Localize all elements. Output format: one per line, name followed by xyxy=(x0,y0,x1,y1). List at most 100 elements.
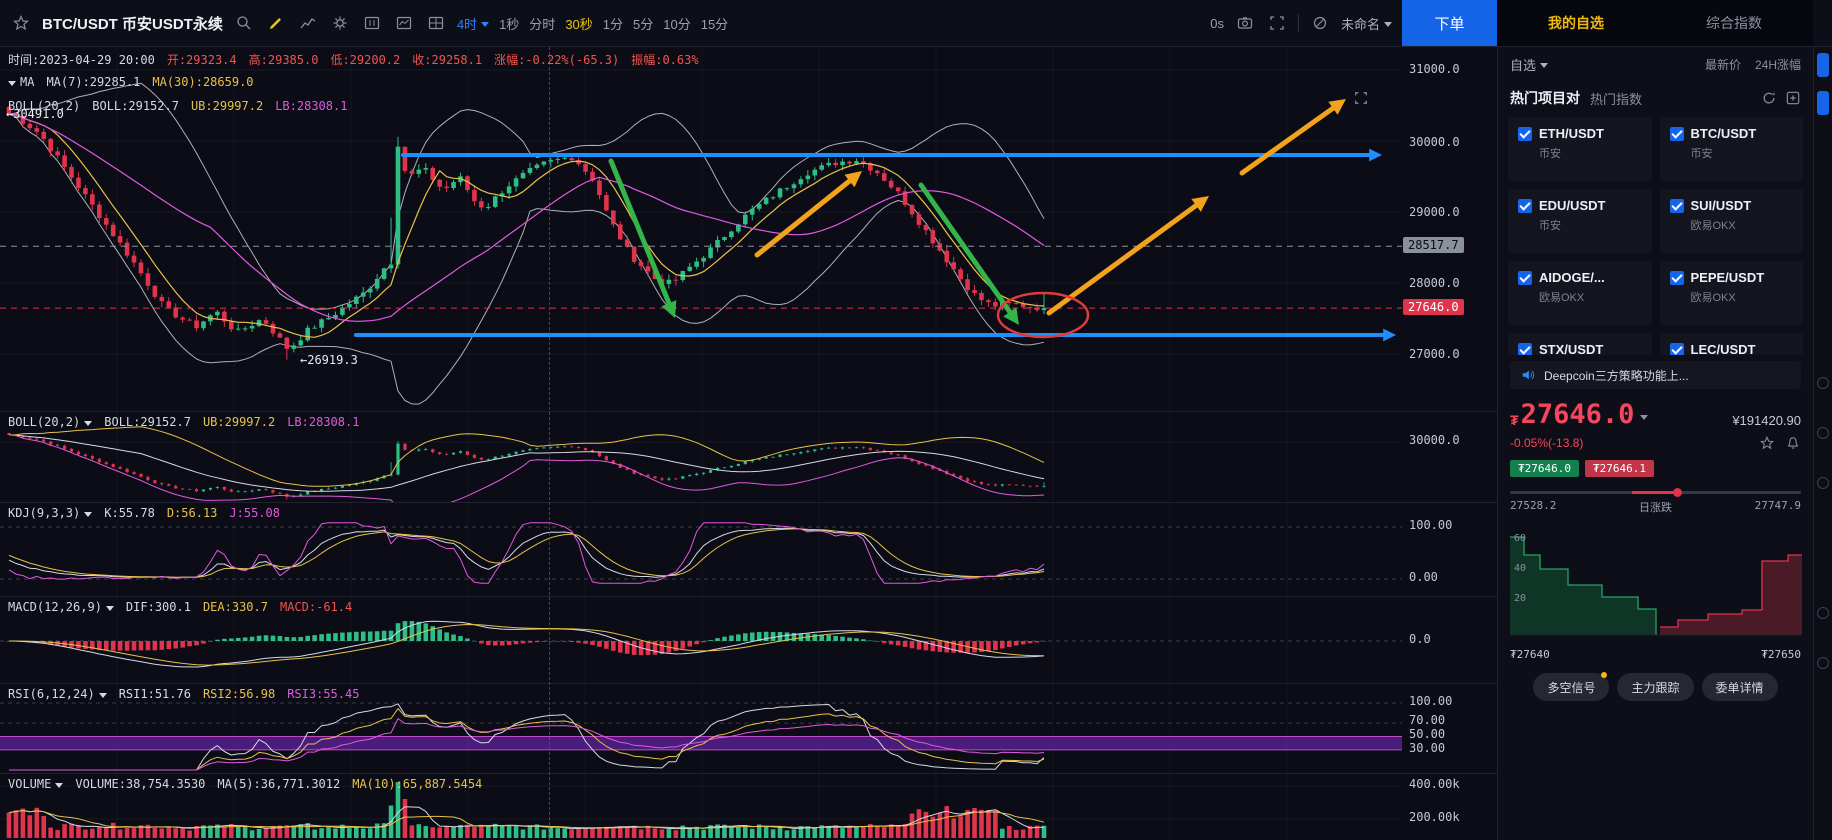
boll-selector[interactable]: BOLL(20,2) xyxy=(8,99,80,113)
pair-card-sui-usdt[interactable]: SUI/USDT 欧易OKX xyxy=(1659,189,1803,253)
chevron-down-icon xyxy=(84,420,93,430)
order-details-button[interactable]: 委单详情 xyxy=(1701,673,1778,701)
template-circle-icon[interactable] xyxy=(1309,12,1331,34)
volume-panel[interactable]: VOLUME VOLUME:38,754.3530 MA(5):36,771.3… xyxy=(0,773,1402,840)
pair-checkbox[interactable] xyxy=(1669,342,1684,355)
timeframe-time-share[interactable]: 分时 xyxy=(529,16,556,32)
boll-panel-selector[interactable]: BOLL(20,2) xyxy=(8,415,93,430)
toolbar-icon[interactable] xyxy=(1817,607,1829,619)
pair-checkbox[interactable] xyxy=(1518,342,1532,355)
pair-card-btc-usdt[interactable]: BTC/USDT 币安 xyxy=(1659,117,1803,181)
timeframe-1s[interactable]: 1秒 xyxy=(499,16,520,32)
alert-bell-icon[interactable] xyxy=(1785,435,1801,451)
favorite-star-icon[interactable] xyxy=(1759,435,1775,451)
pair-name: PEPE/USDT xyxy=(1690,270,1765,285)
pair-card-edu-usdt[interactable]: EDU/USDT 币安 xyxy=(1508,189,1652,253)
timeframe-4h[interactable]: 4时 xyxy=(457,14,490,33)
refresh-icon[interactable] xyxy=(1761,90,1777,106)
add-pair-icon[interactable] xyxy=(1785,90,1801,106)
pair-checkbox[interactable] xyxy=(1518,198,1532,213)
macd-panel-header: MACD(12,26,9) DIF:300.1 DEA:330.7 MACD:-… xyxy=(8,600,352,614)
hot-index-tab[interactable]: 热门指数 xyxy=(1590,91,1643,107)
pair-checkbox[interactable] xyxy=(1669,126,1684,141)
panel-expand-icon[interactable] xyxy=(1354,91,1376,113)
timeframe-1m[interactable]: 1分 xyxy=(602,16,624,32)
kdj-selector[interactable]: KDJ(9,3,3) xyxy=(8,506,93,520)
rsi-panel[interactable]: RSI(6,12,24) RSI1:51.76 RSI2:56.98 RSI3:… xyxy=(0,683,1402,773)
pair-checkbox[interactable] xyxy=(1518,270,1532,285)
tab-composite-index[interactable]: 综合指数 xyxy=(1706,15,1762,31)
volume-selector[interactable]: VOLUME xyxy=(8,777,64,791)
toolbar-blue-shortcut[interactable] xyxy=(1817,91,1829,115)
tab-my-watchlist[interactable]: 我的自选 xyxy=(1548,15,1604,31)
draw-tools-icon[interactable] xyxy=(265,12,287,34)
boll-chart-canvas[interactable] xyxy=(0,412,1402,502)
volume-ma10: MA(10):65,887.5454 xyxy=(352,777,483,791)
toolbar-icon[interactable] xyxy=(1817,477,1829,489)
ma-selector[interactable]: MA xyxy=(8,75,34,89)
rsi-chart-canvas[interactable] xyxy=(0,684,1402,773)
sidebar-tabs: 我的自选 综合指数 xyxy=(1497,0,1813,46)
axis-label: 29000.0 xyxy=(1409,205,1460,219)
timeframe-30s[interactable]: 30秒 xyxy=(565,16,593,32)
place-order-button[interactable]: 下单 xyxy=(1402,0,1497,46)
macd-panel[interactable]: MACD(12,26,9) DIF:300.1 DEA:330.7 MACD:-… xyxy=(0,596,1402,683)
volume-chart-canvas[interactable] xyxy=(0,774,1402,840)
boll-sub-panel[interactable]: BOLL(20,2) BOLL:29152.7 UB:29997.2 LB:28… xyxy=(0,411,1402,502)
pair-card-lec-usdt[interactable]: LEC/USDT xyxy=(1659,333,1803,355)
toolbar-icon[interactable] xyxy=(1817,657,1829,669)
rsi-selector[interactable]: RSI(6,12,24) xyxy=(8,687,107,701)
layout-grid-icon[interactable] xyxy=(425,12,447,34)
pair-card-eth-usdt[interactable]: ETH/USDT 币安 xyxy=(1508,117,1652,181)
price-axis[interactable]: 31000.0 30000.0 29000.0 28000.0 27000.0 … xyxy=(1402,47,1497,840)
favorite-star-icon[interactable] xyxy=(10,12,32,34)
pair-checkbox[interactable] xyxy=(1669,198,1684,213)
compare-chart-icon[interactable] xyxy=(393,12,415,34)
toolbar-blue-shortcut[interactable] xyxy=(1817,53,1829,77)
toolbar-icon[interactable] xyxy=(1817,427,1829,439)
macd-dif: DIF:300.1 xyxy=(125,600,191,614)
chart-style-icon[interactable] xyxy=(361,12,383,34)
timeframe-5m[interactable]: 5分 xyxy=(633,16,654,32)
macd-selector[interactable]: MACD(12,26,9) xyxy=(8,600,114,614)
pair-checkbox[interactable] xyxy=(1518,126,1532,141)
settings-gear-icon[interactable] xyxy=(329,12,351,34)
main-chart-canvas[interactable] xyxy=(0,47,1402,411)
axis-label: 100.00 xyxy=(1409,694,1453,708)
hot-pairs-header: 热门项目对 热门指数 xyxy=(1498,81,1813,115)
range-marker[interactable] xyxy=(1672,488,1682,497)
kdj-panel[interactable]: KDJ(9,3,3) K:55.78 D:56.13 J:55.08 xyxy=(0,502,1402,596)
long-short-signal-button[interactable]: 多空信号 xyxy=(1533,672,1610,701)
symbol-title[interactable]: BTC/USDT 币安USDT永续 xyxy=(42,15,223,33)
range-mid-label: 日涨跌 xyxy=(1639,502,1672,514)
axis-label: 28000.0 xyxy=(1409,276,1460,290)
main-price-panel[interactable]: 时间:2023-04-29 20:00 开:29323.4 高:29385.0 … xyxy=(0,47,1402,411)
toolbar-icon[interactable] xyxy=(1817,377,1829,389)
pair-card-pepe-usdt[interactable]: PEPE/USDT 欧易OKX xyxy=(1659,261,1803,325)
timeframe-10m[interactable]: 10分 xyxy=(663,16,691,32)
col-24h-change[interactable]: 24H涨幅 xyxy=(1754,57,1801,72)
col-latest-price[interactable]: 最新价 xyxy=(1704,57,1741,72)
pair-card-stx-usdt[interactable]: STX/USDT xyxy=(1508,333,1652,355)
search-icon[interactable] xyxy=(233,12,255,34)
ma-name: MA xyxy=(20,75,35,89)
whale-tracking-button[interactable]: 主力跟踪 xyxy=(1617,673,1694,701)
depth-chart-canvas[interactable] xyxy=(1510,523,1802,641)
pair-checkbox[interactable] xyxy=(1669,270,1684,285)
depth-chart[interactable]: 60 40 20 ₮27640 ₮27650 xyxy=(1510,523,1802,661)
camera-icon[interactable] xyxy=(1234,12,1256,34)
watchlist-filter-dropdown[interactable]: 自选 xyxy=(1510,55,1549,74)
chevron-down-icon xyxy=(1384,21,1392,31)
announcement-bar[interactable]: Deepcoin三方策略功能上... xyxy=(1510,361,1801,389)
fullscreen-icon[interactable] xyxy=(1266,12,1288,34)
chevron-down-icon[interactable] xyxy=(1640,415,1649,424)
timeframe-15m[interactable]: 15分 xyxy=(700,16,729,32)
hot-pairs-title[interactable]: 热门项目对 xyxy=(1510,90,1580,106)
range-slider[interactable] xyxy=(1510,488,1801,497)
pair-card-aidoge[interactable]: AIDOGE/... 欧易OKX xyxy=(1508,261,1652,325)
indicator-line-icon[interactable] xyxy=(297,12,319,34)
template-name-dropdown[interactable]: 未命名 xyxy=(1341,14,1392,33)
macd-chart-canvas[interactable] xyxy=(0,597,1402,683)
chart-area[interactable]: 时间:2023-04-29 20:00 开:29323.4 高:29385.0 … xyxy=(0,47,1402,840)
kdj-chart-canvas[interactable] xyxy=(0,503,1402,596)
